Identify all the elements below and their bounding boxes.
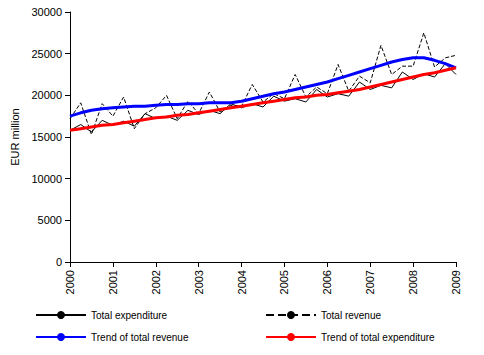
svg-text:Trend of total expenditure: Trend of total expenditure bbox=[321, 332, 435, 343]
svg-text:30000: 30000 bbox=[31, 6, 62, 18]
svg-text:Total expenditure: Total expenditure bbox=[91, 310, 168, 321]
svg-text:Trend of total revenue: Trend of total revenue bbox=[91, 332, 189, 343]
svg-text:2000: 2000 bbox=[64, 270, 76, 294]
svg-text:2007: 2007 bbox=[364, 270, 376, 294]
svg-text:2009: 2009 bbox=[450, 270, 462, 294]
svg-text:2001: 2001 bbox=[107, 270, 119, 294]
svg-text:10000: 10000 bbox=[31, 173, 62, 185]
svg-text:2005: 2005 bbox=[278, 270, 290, 294]
svg-text:Total revenue: Total revenue bbox=[321, 310, 381, 321]
svg-text:15000: 15000 bbox=[31, 131, 62, 143]
svg-text:EUR million: EUR million bbox=[9, 108, 21, 165]
svg-text:25000: 25000 bbox=[31, 48, 62, 60]
svg-text:20000: 20000 bbox=[31, 89, 62, 101]
svg-text:2006: 2006 bbox=[321, 270, 333, 294]
svg-text:2002: 2002 bbox=[150, 270, 162, 294]
svg-text:5000: 5000 bbox=[38, 214, 62, 226]
svg-text:2003: 2003 bbox=[193, 270, 205, 294]
svg-text:2008: 2008 bbox=[407, 270, 419, 294]
svg-text:2004: 2004 bbox=[236, 270, 248, 294]
svg-text:0: 0 bbox=[56, 256, 62, 268]
